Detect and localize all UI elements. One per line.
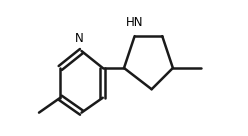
Text: N: N	[75, 32, 84, 45]
Text: HN: HN	[126, 16, 143, 29]
